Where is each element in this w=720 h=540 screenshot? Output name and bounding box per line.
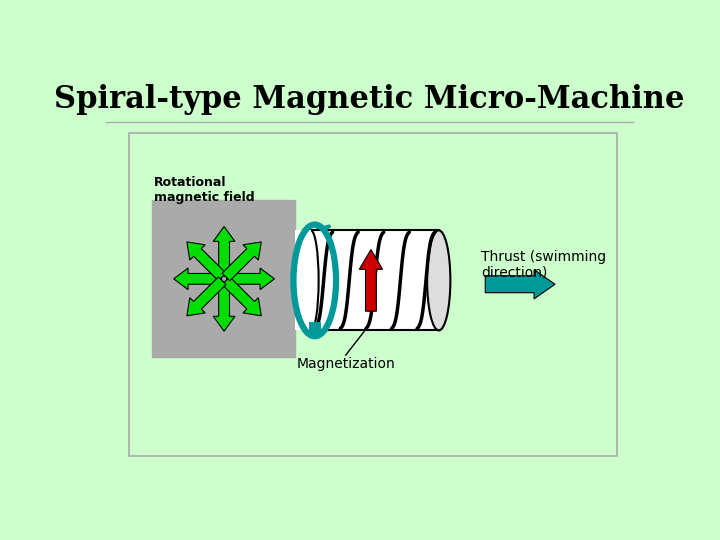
Bar	[129, 132, 617, 456]
Polygon shape	[222, 242, 261, 281]
Bar	[311, 231, 438, 330]
Polygon shape	[187, 242, 226, 281]
Polygon shape	[187, 277, 226, 316]
Polygon shape	[485, 269, 555, 299]
Polygon shape	[227, 268, 274, 289]
Polygon shape	[359, 249, 382, 311]
Text: Spiral-type Magnetic Micro-Machine: Spiral-type Magnetic Micro-Machine	[54, 84, 684, 115]
Bar	[309, 322, 321, 335]
Ellipse shape	[427, 231, 451, 330]
Bar	[295, 231, 311, 330]
Polygon shape	[213, 226, 235, 276]
Ellipse shape	[303, 231, 319, 330]
Text: Rotational
magnetic field: Rotational magnetic field	[154, 177, 255, 205]
Polygon shape	[174, 268, 222, 289]
Bar	[152, 200, 295, 357]
Polygon shape	[213, 281, 235, 331]
Polygon shape	[222, 277, 261, 316]
Text: Magnetization: Magnetization	[297, 357, 395, 372]
Text: Thrust (swimming
direction): Thrust (swimming direction)	[482, 249, 606, 280]
